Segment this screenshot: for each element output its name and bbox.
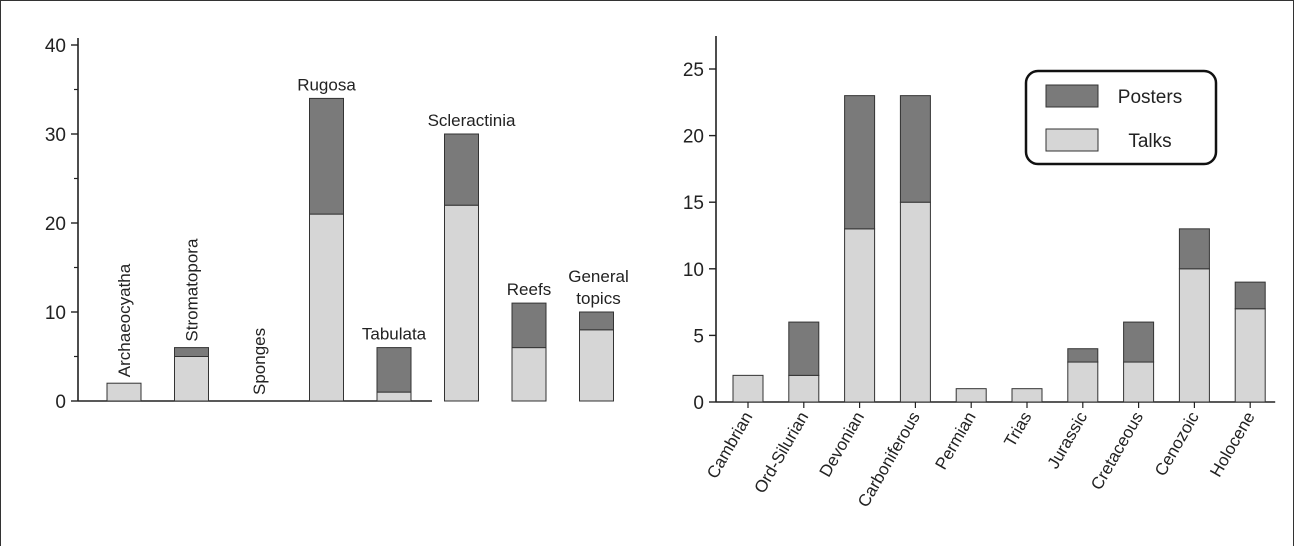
chart-taxa: 0 10 20 30 40 Archaeocyatha Stromatopora Sponge…	[45, 36, 629, 413]
y-tick-label: 5	[693, 326, 704, 347]
x-tick-label-trias: Trias	[1000, 409, 1035, 451]
bar-talks-rugosa	[309, 213, 344, 402]
bar-posters-cenozoic	[1178, 228, 1210, 270]
legend-label-talks: Talks	[1128, 131, 1171, 152]
bar-posters-general-topics	[579, 311, 614, 331]
y-tick-label: 15	[683, 193, 704, 214]
x-tick-label-jurassic: Jurassic	[1044, 408, 1092, 472]
y-tick-label: 10	[683, 260, 704, 281]
bar-posters-scleractinia	[444, 133, 479, 206]
category-label-archaeocyatha: Archaeocyatha	[115, 263, 134, 377]
y-tick-label: 20	[683, 127, 704, 148]
bar-posters-cretaceous	[1123, 321, 1155, 363]
x-tick-label-cenozoic: Cenozoic	[1151, 408, 1203, 479]
category-label-rugosa: Rugosa	[297, 75, 356, 94]
bar-talks-reefs	[511, 347, 547, 402]
category-label-reefs: Reefs	[507, 280, 551, 299]
bar-talks-tabulata	[376, 391, 412, 402]
bar-posters-rugosa	[309, 97, 344, 215]
legend: Posters Talks	[1024, 69, 1218, 166]
x-tick-label-cretaceous: Cretaceous	[1087, 409, 1147, 494]
x-tick-label-cambrian: Cambrian	[703, 409, 756, 482]
legend-swatch-talks	[1045, 128, 1099, 152]
category-label-sponges: Sponges	[250, 328, 269, 395]
x-tick-label-ord-silurian: Ord-Silurian	[750, 409, 812, 497]
y-tick-label: 40	[45, 36, 66, 57]
y-tick-label: 10	[45, 303, 66, 324]
y-tick-label: 0	[693, 393, 704, 414]
bar-posters-carboniferous	[899, 95, 931, 203]
bar-posters-reefs	[511, 302, 547, 349]
bar-posters-tabulata	[376, 347, 412, 393]
bar-talks-permian	[955, 388, 987, 403]
y-tick-label: 25	[683, 60, 704, 81]
bar-talks-carboniferous	[899, 201, 931, 403]
category-label-tabulata: Tabulata	[362, 325, 427, 344]
bar-posters-jurassic	[1067, 348, 1099, 363]
bar-posters-stromatopora	[174, 347, 209, 358]
bar-talks-ord-silurian	[788, 374, 820, 403]
frame-left-border	[0, 0, 1, 546]
y-tick-label: 30	[45, 125, 66, 146]
bar-talks-cenozoic	[1178, 268, 1210, 403]
bar-talks-cambrian	[732, 374, 764, 403]
category-label-general-topics-line2: topics	[576, 289, 620, 308]
bar-posters-ord-silurian	[788, 321, 820, 376]
bar-talks-trias	[1011, 388, 1043, 403]
y-tick-label: 20	[45, 214, 66, 235]
legend-swatch-posters	[1045, 84, 1099, 108]
x-tick-label-holocene: Holocene	[1206, 409, 1258, 481]
bar-talks-archaeocyatha	[106, 382, 142, 402]
y-tick-label: 0	[55, 392, 66, 413]
bar-posters-holocene	[1234, 281, 1266, 310]
bar-talks-scleractinia	[444, 204, 479, 402]
x-tick-label-permian: Permian	[932, 408, 980, 472]
category-label-general-topics: General	[568, 267, 628, 286]
bar-talks-stromatopora	[174, 356, 209, 402]
x-tick-label-devonian: Devonian	[816, 409, 868, 481]
bar-talks-holocene	[1234, 308, 1266, 403]
category-label-stromatopora: Stromatopora	[183, 238, 202, 342]
category-label-scleractinia: Scleractinia	[428, 111, 516, 130]
bar-talks-general-topics	[579, 329, 614, 402]
bar-talks-jurassic	[1067, 361, 1099, 403]
frame-top-border	[0, 0, 1294, 1]
bar-talks-devonian	[844, 228, 876, 403]
bar-posters-devonian	[844, 95, 876, 230]
legend-label-posters: Posters	[1118, 87, 1182, 108]
bar-talks-cretaceous	[1123, 361, 1155, 403]
